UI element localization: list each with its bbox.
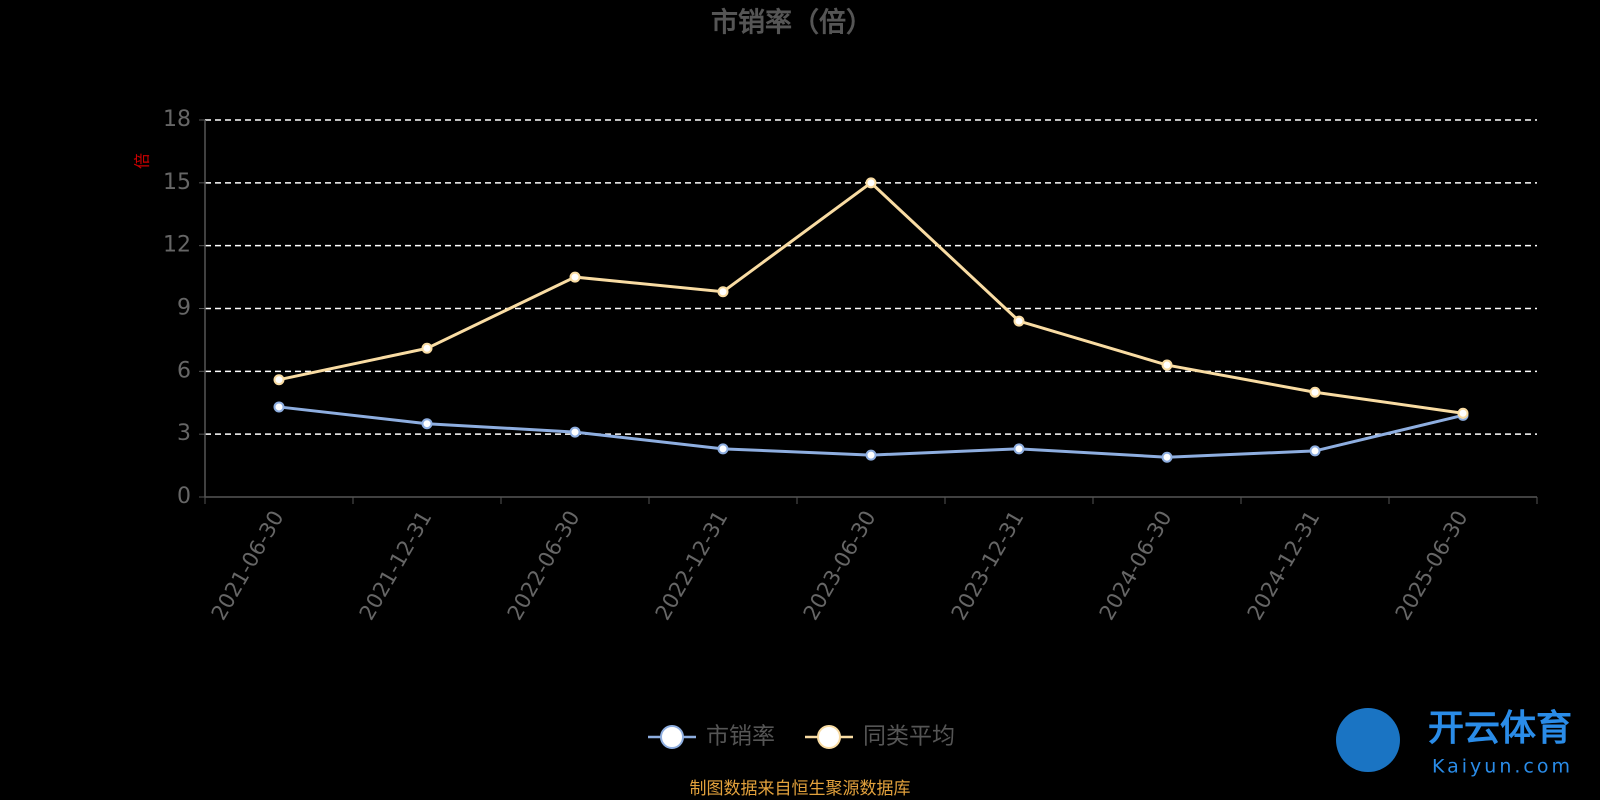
data-point <box>1457 407 1469 419</box>
data-point <box>1309 445 1321 457</box>
y-tick-label: 18 <box>163 107 191 132</box>
watermark-logo <box>1336 708 1400 772</box>
legend-label: 市销率 <box>706 724 775 750</box>
y-tick-label: 3 <box>177 421 191 446</box>
y-axis-label: 倍 <box>133 153 152 169</box>
data-point <box>569 426 581 438</box>
data-point <box>569 271 581 283</box>
data-point <box>273 374 285 386</box>
y-tick-label: 12 <box>163 233 191 258</box>
y-tick-label: 15 <box>163 170 191 195</box>
data-point <box>717 286 729 298</box>
data-point <box>1309 386 1321 398</box>
y-tick-label: 6 <box>177 358 191 383</box>
legend-marker <box>817 725 841 749</box>
data-point <box>1161 451 1173 463</box>
data-point <box>865 177 877 189</box>
watermark-site: Kaiyun.com <box>1432 756 1573 778</box>
watermark: 开云体育 Kaiyun.com <box>1336 708 1573 778</box>
watermark-brand: 开云体育 <box>1428 708 1572 749</box>
legend-marker <box>660 725 684 749</box>
data-point <box>273 401 285 413</box>
y-tick-label: 0 <box>177 484 191 509</box>
data-point <box>421 418 433 430</box>
legend-label: 同类平均 <box>863 724 955 750</box>
data-point <box>865 449 877 461</box>
chart-title: 市销率（倍） <box>711 7 873 39</box>
data-point <box>717 443 729 455</box>
data-point <box>1013 443 1025 455</box>
data-point <box>421 342 433 354</box>
data-point <box>1161 359 1173 371</box>
source-note: 制图数据来自恒生聚源数据库 <box>690 779 911 799</box>
data-point <box>1013 315 1025 327</box>
y-tick-label: 9 <box>177 296 191 321</box>
